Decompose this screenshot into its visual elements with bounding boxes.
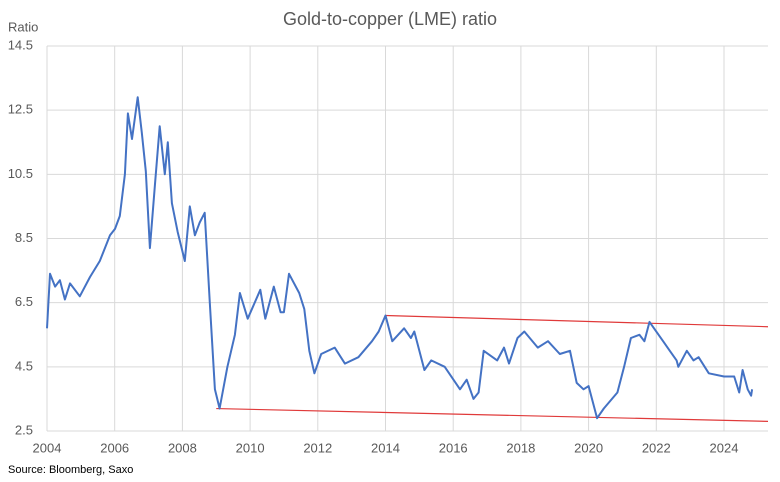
y-tick-label: 12.5: [8, 102, 33, 117]
x-tick-label: 2022: [642, 440, 671, 455]
y-tick-label: 6.5: [15, 294, 33, 309]
x-tick-label: 2016: [439, 440, 468, 455]
x-tick-label: 2024: [710, 440, 739, 455]
y-tick-label: 10.5: [8, 166, 33, 181]
chart-title: Gold-to-copper (LME) ratio: [283, 9, 497, 29]
y-axis-label: Ratio: [8, 19, 38, 34]
y-tick-label: 8.5: [15, 230, 33, 245]
y-tick-label: 14.5: [8, 37, 33, 52]
x-tick-label: 2014: [371, 440, 400, 455]
x-tick-label: 2010: [236, 440, 265, 455]
x-tick-label: 2008: [168, 440, 197, 455]
trend-line: [216, 407, 769, 422]
x-tick-label: 2012: [303, 440, 332, 455]
source: Source: Bloomberg, Saxo: [8, 464, 133, 476]
y-tick-label: 4.5: [15, 358, 33, 373]
x-tick-label: 2006: [100, 440, 129, 455]
x-tick-label: 2020: [574, 440, 603, 455]
x-tick-label: 2018: [506, 440, 535, 455]
y-tick-label: 2.5: [15, 422, 33, 437]
x-tick-label: 2004: [33, 440, 62, 455]
data-line: [46, 96, 754, 420]
trend-line: [385, 314, 769, 328]
